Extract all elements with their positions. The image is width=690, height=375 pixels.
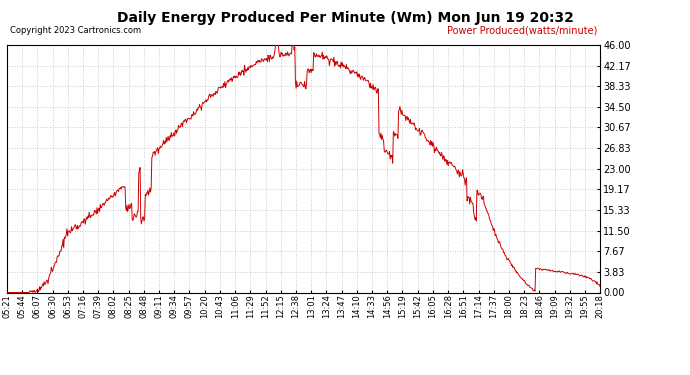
Text: Daily Energy Produced Per Minute (Wm) Mon Jun 19 20:32: Daily Energy Produced Per Minute (Wm) Mo… [117, 11, 573, 25]
Text: Power Produced(watts/minute): Power Produced(watts/minute) [447, 25, 598, 35]
Text: Copyright 2023 Cartronics.com: Copyright 2023 Cartronics.com [10, 26, 141, 35]
